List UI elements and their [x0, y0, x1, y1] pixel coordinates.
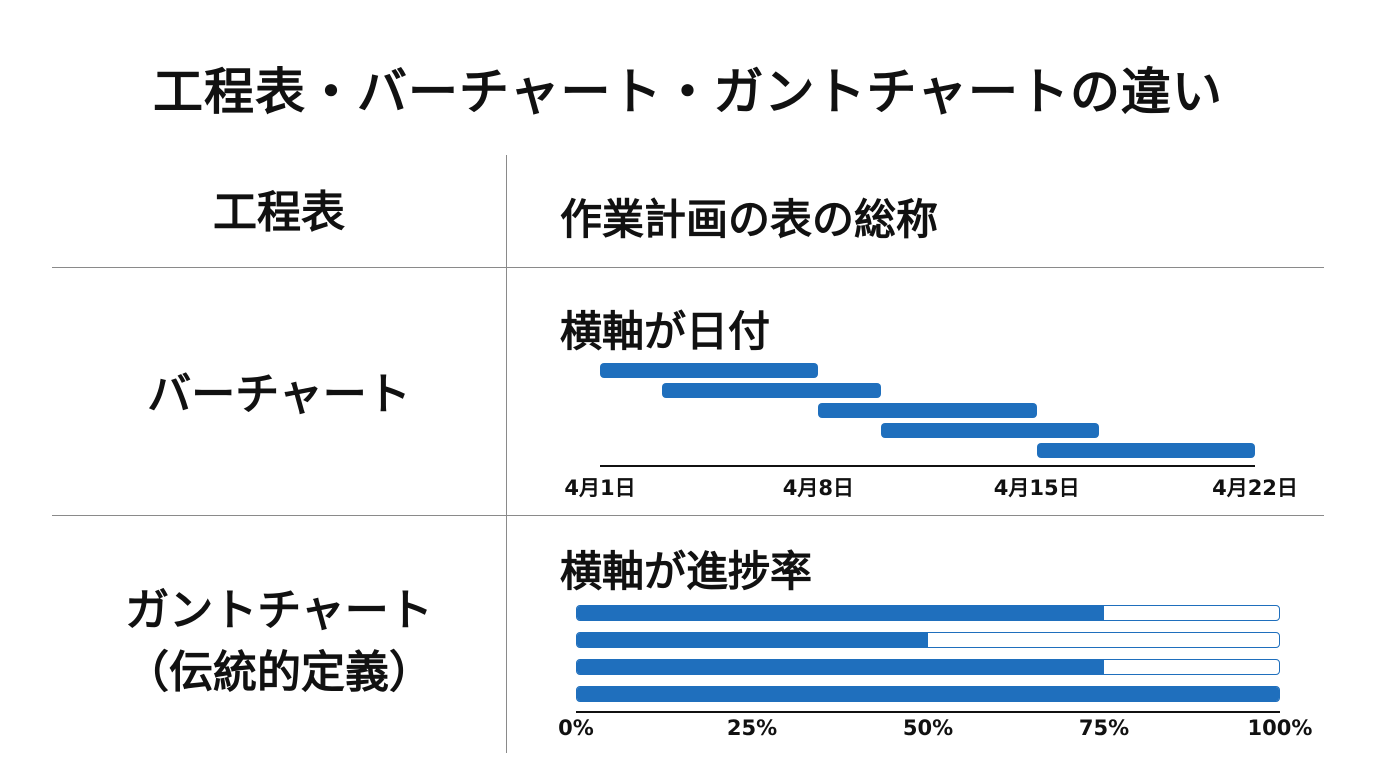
timeline-bar: [880, 423, 1100, 438]
timeline-tick-label: 4月8日: [782, 476, 854, 500]
row-divider-1: [52, 267, 1324, 268]
progress-axis: [576, 711, 1280, 713]
progress-tick-label: 100%: [1247, 716, 1313, 740]
row-divider-2: [52, 515, 1324, 516]
progress-bar-fill: [577, 633, 928, 647]
timeline-axis: [600, 465, 1255, 467]
timeline-bar: [600, 363, 819, 378]
page-title: 工程表・バーチャート・ガントチャートの違い: [153, 63, 1223, 121]
progress-tick-label: 50%: [902, 716, 954, 740]
progress-bar-fill: [577, 606, 1104, 620]
schedule-label: 工程表: [213, 187, 345, 238]
timeline-tick-label: 4月22日: [1212, 476, 1298, 500]
progress-tick-label: 0%: [558, 716, 594, 740]
progress-bar-track: [576, 632, 1280, 648]
schedule-description: 作業計画の表の総称: [560, 195, 939, 244]
timeline-bar: [1036, 443, 1255, 458]
progress-bar-track: [576, 659, 1280, 675]
progress-bar-track: [576, 605, 1280, 621]
bar-chart-label: バーチャート: [147, 369, 411, 420]
bar-chart-description: 横軸が日付: [560, 307, 771, 356]
timeline-bar: [818, 403, 1037, 418]
progress-tick-label: 25%: [726, 716, 778, 740]
gantt-chart-label: ガントチャート （伝統的定義）: [52, 580, 506, 704]
gantt-label-line2: （伝統的定義）: [125, 647, 433, 698]
gantt-chart-description: 横軸が進捗率: [560, 547, 813, 596]
timeline-tick-label: 4月15日: [993, 476, 1080, 500]
progress-bar-track: [576, 686, 1280, 702]
progress-bar-fill: [577, 687, 1279, 701]
timeline-tick-label: 4月1日: [564, 476, 636, 500]
timeline-bar: [662, 383, 881, 398]
progress-bar-fill: [577, 660, 1104, 674]
column-divider: [506, 155, 507, 753]
progress-tick-label: 75%: [1078, 716, 1130, 740]
gantt-label-line1: ガントチャート: [125, 585, 433, 636]
